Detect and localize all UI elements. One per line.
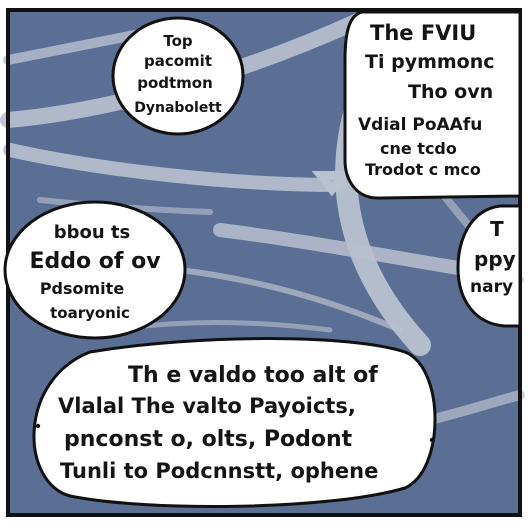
bubble-line: bbou ts	[54, 222, 131, 243]
bubble-line: Vlalal The valto Payoicts,	[58, 394, 356, 418]
bubble-shape	[32, 337, 437, 508]
bubble-shape	[111, 16, 245, 136]
bubble-shape	[456, 204, 522, 328]
ink-dot	[35, 423, 41, 429]
bubble-line: Tho ovn	[408, 81, 493, 103]
bubble-line: Dynabolett	[134, 100, 222, 116]
bubble-line: nary	[470, 277, 513, 297]
speech-bubble-middle-right: T ppy nary	[456, 204, 522, 328]
bubble-line: Eddo of ov	[29, 249, 161, 274]
speech-bubble-middle-left: bbou ts Eddo of ov Pdsomite toaryonic	[3, 200, 187, 340]
bubble-line: Th e valdo too alt of	[128, 363, 378, 388]
bubble-line: cne tcdo	[380, 139, 457, 158]
bubble-line: T	[490, 217, 504, 241]
bubble-line: Ti pymmonc	[365, 51, 495, 73]
bubble-line: pacomit	[144, 52, 212, 70]
streak	[213, 223, 477, 277]
bubble-shape	[3, 200, 187, 340]
streak	[177, 267, 403, 333]
speech-bubble-bottom: Th e valdo too alt of Vlalal The valto P…	[32, 337, 437, 508]
bubble-line: toaryonic	[50, 304, 130, 322]
bubble-shape	[343, 10, 522, 200]
bubble-line: Pdsomite	[40, 279, 125, 298]
bubble-line: pnconst o, olts, Podont	[64, 427, 353, 452]
bubble-line: Tunli to Podcnnstt, ophene	[60, 459, 378, 483]
bubble-line: ppy	[474, 247, 516, 271]
bubble-line: podtmon	[137, 74, 213, 92]
bubble-line: The FVIU	[370, 21, 476, 45]
speech-bubble-top-left: Top pacomit podtmon Dynabolett	[111, 16, 245, 136]
streak	[425, 390, 525, 425]
streak	[3, 143, 347, 192]
bubble-line: Top	[163, 32, 193, 50]
speech-bubble-top-right: The FVIU Ti pymmonc Tho ovn Vdial PoAAfu…	[343, 10, 522, 200]
bubble-line: Trodot c mco	[365, 160, 481, 179]
bubble-line: Vdial PoAAfu	[358, 115, 482, 135]
ink-dot	[429, 437, 435, 443]
